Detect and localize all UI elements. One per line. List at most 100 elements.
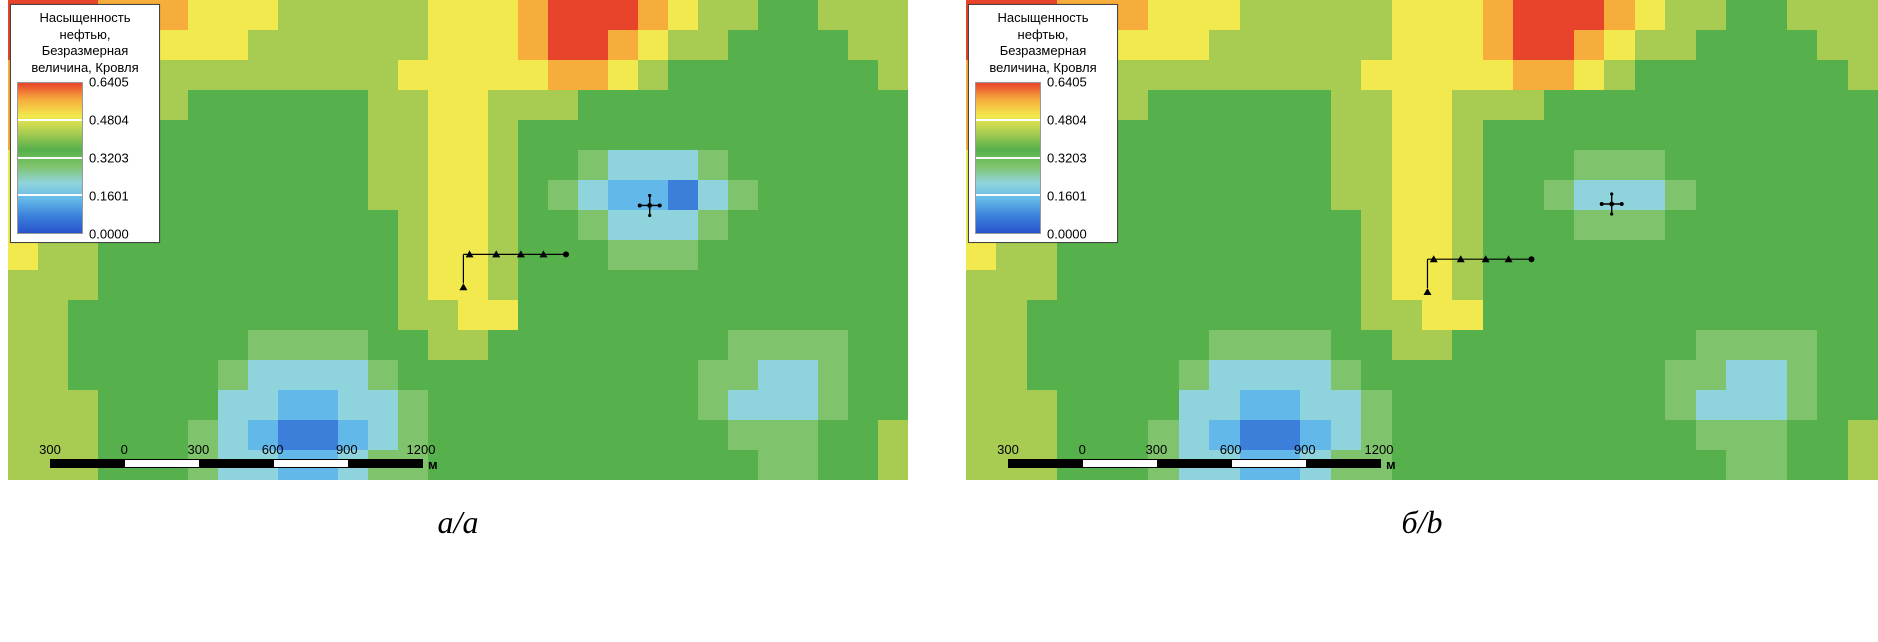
raster-cell (638, 210, 668, 240)
raster-cell (1725, 120, 1757, 150)
raster-cell (428, 300, 458, 330)
raster-cell (1725, 60, 1757, 90)
raster-cell (1847, 240, 1878, 270)
raster-cell (1604, 420, 1635, 450)
raster-cell (218, 60, 248, 90)
raster-cell (38, 330, 68, 360)
raster-cell (308, 300, 338, 330)
raster-cell (1269, 120, 1301, 150)
raster-cell (698, 420, 728, 450)
panel-b: Насыщенность нефтью, Безразмерная величи… (966, 0, 1878, 541)
raster-cell (1452, 450, 1483, 480)
raster-cell (608, 390, 638, 420)
raster-cell (278, 60, 308, 90)
raster-cell (1057, 390, 1088, 420)
saturation-map-a: Насыщенность нефтью, Безразмерная величи… (8, 0, 908, 480)
raster-cell (1300, 60, 1331, 90)
raster-cell (1665, 120, 1696, 150)
raster-cell (1817, 420, 1848, 450)
raster-cell (668, 240, 698, 270)
raster-cell (996, 420, 1027, 450)
raster-cell (608, 360, 638, 390)
raster-cell (1300, 330, 1331, 360)
raster-cell (1391, 120, 1422, 150)
scale-bar-segment (273, 460, 348, 467)
raster-cell (338, 150, 368, 180)
raster-cell (1573, 420, 1605, 450)
panel-caption-b: б/b (1401, 504, 1443, 540)
raster-cell (1786, 90, 1818, 120)
well-crosshair-marker (637, 193, 662, 218)
raster-cell (1543, 60, 1574, 90)
raster-cell (1300, 240, 1331, 270)
raster-cell (1361, 390, 1392, 420)
raster-cell (1361, 240, 1392, 270)
raster-cell (1513, 210, 1544, 240)
raster-cell (668, 120, 698, 150)
raster-cell (758, 360, 788, 390)
raster-cell (848, 150, 878, 180)
raster-cell (548, 90, 578, 120)
raster-cell (1573, 180, 1605, 210)
raster-cell (1786, 240, 1818, 270)
raster-cell (1026, 420, 1058, 450)
raster-cell (848, 90, 878, 120)
raster-cell (1604, 150, 1635, 180)
raster-cell (1391, 420, 1422, 450)
raster-cell (1573, 360, 1605, 390)
raster-cell (1361, 270, 1392, 300)
raster-cell (518, 90, 548, 120)
raster-cell (1117, 360, 1149, 390)
raster-cell (1482, 330, 1514, 360)
raster-cell (1786, 150, 1818, 180)
raster-cell (488, 150, 518, 180)
raster-cell (1361, 0, 1392, 30)
raster-cell (1756, 150, 1787, 180)
raster-cell (458, 450, 488, 480)
raster-cell (1817, 390, 1848, 420)
raster-cell (1452, 240, 1483, 270)
raster-cell (668, 90, 698, 120)
raster-cell (1756, 60, 1787, 90)
raster-cell (248, 90, 278, 120)
raster-cell (728, 120, 758, 150)
raster-cell (1725, 420, 1757, 450)
raster-cell (1817, 90, 1848, 120)
raster-cell (1148, 150, 1179, 180)
raster-cell (1695, 0, 1726, 30)
map-legend: Насыщенность нефтью, Безразмерная величи… (968, 4, 1118, 243)
raster-cell (158, 360, 188, 390)
raster-cell (548, 390, 578, 420)
raster-cell (1604, 240, 1635, 270)
raster-cell (518, 180, 548, 210)
raster-cell (488, 120, 518, 150)
raster-cell (158, 330, 188, 360)
raster-cell (698, 0, 728, 30)
raster-cell (1148, 180, 1179, 210)
raster-cell (1573, 390, 1605, 420)
raster-cell (1452, 270, 1483, 300)
raster-cell (308, 240, 338, 270)
raster-cell (1573, 90, 1605, 120)
raster-cell (698, 330, 728, 360)
raster-cell (1269, 0, 1301, 30)
raster-cell (398, 330, 428, 360)
raster-cell (8, 270, 38, 300)
raster-cell (1482, 180, 1514, 210)
raster-cell (1756, 300, 1787, 330)
scale-bar-number: 1200 (406, 442, 436, 457)
raster-cell (1543, 420, 1574, 450)
raster-cell (698, 60, 728, 90)
raster-cell (1452, 30, 1483, 60)
raster-cell (1421, 120, 1453, 150)
raster-cell (548, 420, 578, 450)
raster-cell (848, 30, 878, 60)
raster-cell (878, 0, 908, 30)
raster-cell (548, 30, 578, 60)
scale-bar-labels: 300 0 300 600 900 1200 (997, 442, 1408, 457)
raster-cell (1421, 390, 1453, 420)
ramp-tick-line (976, 156, 1040, 159)
raster-cell (1604, 330, 1635, 360)
raster-cell (158, 120, 188, 150)
